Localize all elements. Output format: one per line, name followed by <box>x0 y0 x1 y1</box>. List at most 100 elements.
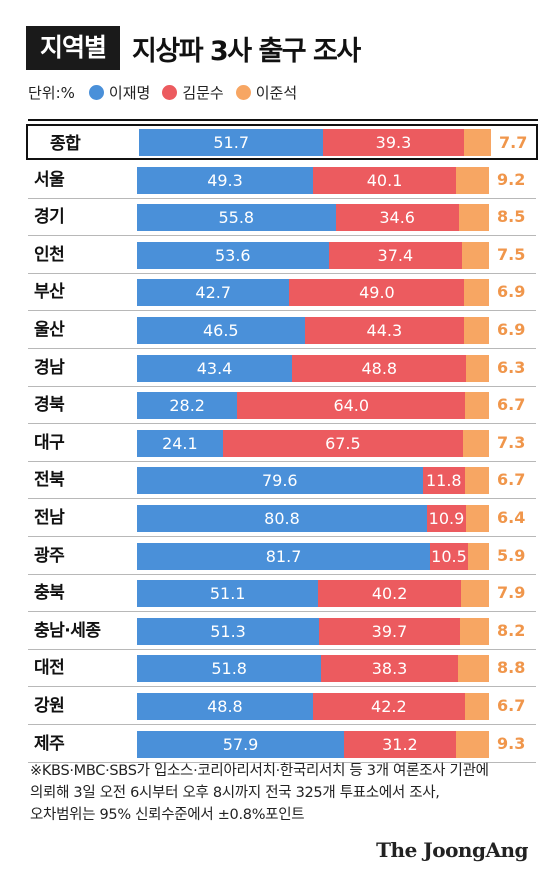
bar-segment-lee-jm: 51.7 <box>139 129 324 156</box>
region-label: 경기 <box>34 207 65 228</box>
bar-segment-lee-js <box>464 467 489 495</box>
value-label-lee-js: 8.2 <box>497 620 526 640</box>
bar-segment-lee-jm: 81.7 <box>137 542 431 570</box>
region-row: 광주 81.7 10.5 5.9 <box>0 538 560 575</box>
row-separator <box>28 724 536 725</box>
bar-segment-kim-ms: 64.0 <box>237 392 466 420</box>
stacked-bar: 46.5 44.3 <box>137 317 489 344</box>
row-separator <box>28 611 536 613</box>
region-label: 경북 <box>34 395 65 416</box>
region-row: 경북 28.2 64.0 6.7 <box>0 387 560 425</box>
stacked-bar: 51.7 39.3 <box>139 129 491 156</box>
region-label: 인천 <box>34 244 65 265</box>
row-separator <box>28 686 536 688</box>
stacked-bar: 57.9 31.2 <box>137 730 489 758</box>
bar-segment-lee-js <box>466 505 489 532</box>
bar-segment-kim-ms: 31.2 <box>344 730 456 758</box>
region-row: 제주 57.9 31.2 9.3 <box>0 726 560 763</box>
region-row: 인천 53.6 37.4 7.5 <box>0 237 560 274</box>
region-label: 대전 <box>34 658 65 679</box>
region-row: 울산 46.5 44.3 6.9 <box>0 312 560 349</box>
region-label: 부산 <box>34 282 65 303</box>
bar-segment-kim-ms: 34.6 <box>335 204 459 232</box>
stacked-bar: 48.8 42.2 <box>137 693 489 720</box>
bar-segment-kim-ms: 67.5 <box>222 429 463 457</box>
region-row: 대전 51.8 38.3 8.8 <box>0 650 560 688</box>
region-label: 강원 <box>34 696 65 716</box>
legend-item-lee-js: 이준석 <box>235 82 297 103</box>
region-label: 충북 <box>34 583 65 604</box>
bar-segment-kim-ms: 39.3 <box>323 129 464 156</box>
stacked-bar: 43.4 48.8 <box>137 354 489 382</box>
value-label-lee-js: 6.7 <box>497 395 526 415</box>
top-rule <box>28 119 538 121</box>
legend-item-kim-ms: 김문수 <box>162 82 224 103</box>
bar-segment-lee-jm: 49.3 <box>137 166 313 194</box>
row-separator <box>28 536 536 537</box>
row-separator <box>28 235 536 237</box>
bar-segment-kim-ms: 11.8 <box>422 467 465 495</box>
region-label: 대구 <box>34 432 65 453</box>
chart-rows: 종합 51.7 39.3 7.7 서울 49.3 40.1 9.2 경기 55.8 34.6 8.5 인… <box>0 124 560 763</box>
bar-segment-lee-js <box>465 392 489 420</box>
region-label: 광주 <box>34 545 65 566</box>
row-separator <box>28 573 536 575</box>
bar-segment-lee-js <box>464 693 489 720</box>
row-separator <box>28 348 536 349</box>
bar-segment-lee-js <box>460 580 489 608</box>
region-row: 충남·세종 51.3 39.7 8.2 <box>0 613 560 650</box>
bar-segment-kim-ms: 49.0 <box>289 279 465 307</box>
bar-segment-kim-ms: 10.5 <box>430 542 468 570</box>
row-separator <box>28 310 536 312</box>
bar-segment-lee-jm: 28.2 <box>137 392 238 420</box>
region-row: 경남 43.4 48.8 6.3 <box>0 350 560 387</box>
summary-row: 종합 51.7 39.3 7.7 <box>26 124 538 160</box>
legend-item-lee-jm: 이재명 <box>88 82 151 103</box>
legend-label-kim-ms: 김문수 <box>182 83 224 102</box>
region-row: 경기 55.8 34.6 8.5 <box>0 199 560 237</box>
region-tag: 지역별 <box>26 26 121 70</box>
stacked-bar: 79.6 11.8 <box>137 467 489 495</box>
bar-segment-lee-jm: 55.8 <box>137 204 336 232</box>
value-label-lee-js: 7.7 <box>499 133 528 152</box>
bar-segment-lee-jm: 51.3 <box>137 617 320 645</box>
region-label: 충남·세종 <box>34 620 101 641</box>
row-separator <box>28 648 536 650</box>
bar-segment-lee-jm: 51.8 <box>137 655 322 683</box>
region-label: 전남 <box>34 508 65 528</box>
bar-segment-kim-ms: 42.2 <box>312 693 465 720</box>
region-row: 서울 49.3 40.1 9.2 <box>0 162 560 199</box>
footnote: ※KBS·MBC·SBS가 입소스·코리아리서치·한국리서치 등 3개 여론조사… <box>30 760 489 826</box>
bar-segment-lee-jm: 79.6 <box>137 467 423 495</box>
value-label-lee-js: 9.3 <box>497 733 526 753</box>
legend-label-lee-jm: 이재명 <box>108 83 151 102</box>
stacked-bar: 51.3 39.7 <box>137 617 489 645</box>
bar-segment-lee-js <box>462 241 489 269</box>
row-separator <box>28 423 536 425</box>
region-label: 경남 <box>34 357 65 378</box>
legend-dot-lee-js <box>235 84 251 100</box>
value-label-lee-js: 5.9 <box>497 545 526 565</box>
region-row: 강원 48.8 42.2 6.7 <box>0 688 560 725</box>
row-separator <box>28 761 536 763</box>
bar-segment-kim-ms: 10.9 <box>426 505 467 532</box>
value-label-lee-js: 6.9 <box>497 282 526 302</box>
region-label: 종합 <box>50 134 81 154</box>
value-label-lee-js: 8.8 <box>497 658 526 678</box>
row-separator <box>28 498 536 500</box>
bar-segment-lee-js <box>467 542 489 570</box>
stacked-bar: 55.8 34.6 <box>137 204 489 232</box>
footnote-line: ※KBS·MBC·SBS가 입소스·코리아리서치·한국리서치 등 3개 여론조사… <box>30 763 489 779</box>
value-label-lee-js: 6.7 <box>497 470 526 490</box>
bar-segment-lee-js <box>456 166 489 194</box>
footnote-line: 오차범위는 95% 신뢰수준에서 ±0.8%포인트 <box>30 807 305 823</box>
joongang-logo: The JoongAng <box>376 838 528 862</box>
row-separator <box>28 197 536 199</box>
bar-segment-lee-js <box>463 429 489 457</box>
region-label: 서울 <box>34 169 65 190</box>
legend-dot-lee-jm <box>88 84 104 100</box>
stacked-bar: 81.7 10.5 <box>137 542 489 570</box>
bar-segment-kim-ms: 44.3 <box>304 317 465 344</box>
value-label-lee-js: 7.3 <box>497 432 526 452</box>
bar-segment-lee-jm: 24.1 <box>137 429 223 457</box>
